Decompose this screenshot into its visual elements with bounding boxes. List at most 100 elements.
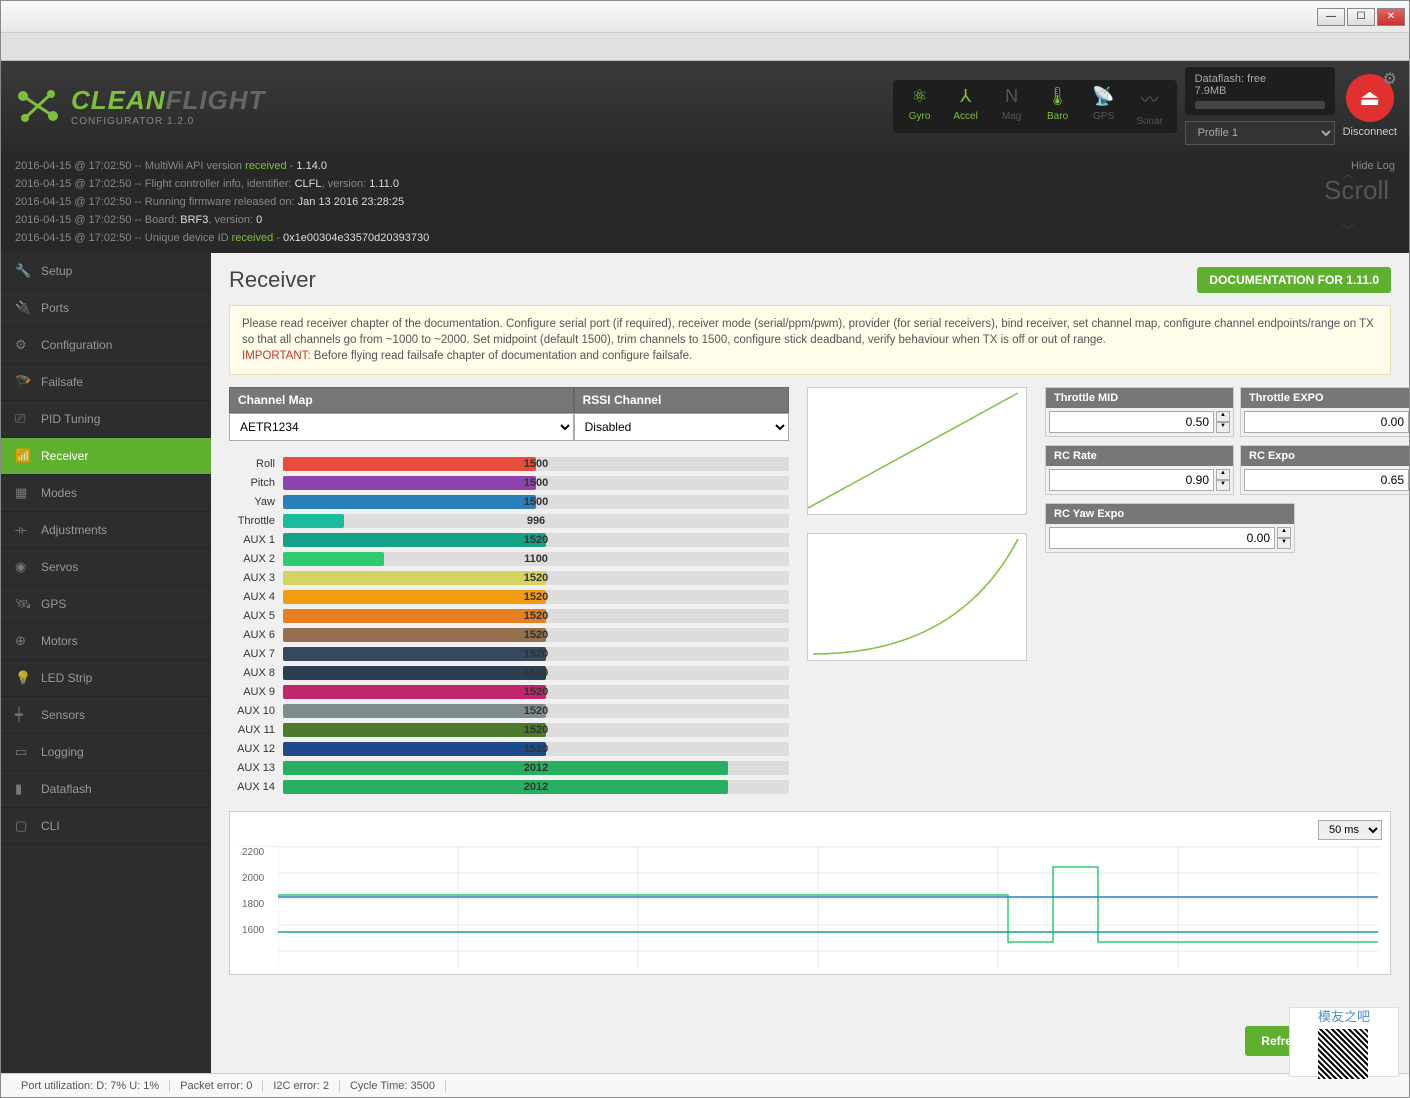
status-i2c-error: I2C error: 2 (263, 1080, 340, 1092)
channel-track: 1520 (283, 742, 789, 756)
channel-bar-aux4: AUX 4 1520 (229, 588, 789, 605)
sidebar-item-cli[interactable]: ▢CLI (1, 808, 211, 845)
chart-timescale-select[interactable]: 50 ms (1318, 820, 1382, 840)
channel-label: AUX 11 (229, 724, 283, 736)
channel-fill (283, 476, 536, 490)
channel-value: 1100 (524, 552, 548, 566)
status-port-util: Port utilization: D: 7% U: 1% (11, 1080, 170, 1092)
channel-fill (283, 571, 546, 585)
channel-fill (283, 609, 546, 623)
channel-fill (283, 514, 344, 528)
sidebar-item-label: LED Strip (41, 671, 92, 685)
servos-icon: ◉ (15, 559, 33, 575)
channel-fill (283, 457, 536, 471)
led-strip-icon: 💡 (15, 670, 33, 686)
sidebar-item-led-strip[interactable]: 💡 LED Strip (1, 660, 211, 697)
maximize-button[interactable]: ☐ (1347, 8, 1375, 26)
channel-value: 1500 (524, 476, 548, 490)
sidebar-item-motors[interactable]: ⊕Motors (1, 623, 211, 660)
hide-log-button[interactable]: Hide Log (1351, 157, 1395, 175)
sidebar-item-ports[interactable]: 🔌Ports (1, 290, 211, 327)
channel-value: 1500 (524, 457, 548, 471)
channel-label: AUX 5 (229, 610, 283, 622)
channel-label: AUX 12 (229, 743, 283, 755)
sidebar-item-adjustments[interactable]: ⟛Adjustments (1, 512, 211, 549)
channel-fill (283, 647, 546, 661)
sidebar-item-configuration[interactable]: ⚙Configuration (1, 327, 211, 364)
chart-ylabel: 2200 (242, 847, 264, 858)
channel-bars: Roll 1500 Pitch 1500 Yaw 1500 Throttle 9… (229, 455, 789, 795)
spinner-down-icon[interactable]: ▼ (1277, 538, 1291, 549)
receiver-icon: 📶 (15, 448, 33, 464)
sensor-status-group: ⚛Gyro⅄AccelNMag🌡Baro📡GPS〰Sonar (893, 80, 1177, 133)
sidebar-item-label: Configuration (41, 338, 112, 352)
throttle-expo-input[interactable] (1244, 411, 1409, 433)
channel-fill (283, 780, 728, 794)
rc-yaw-expo-label: RC Yaw Expo (1046, 504, 1294, 524)
gps-icon: 🛰 (15, 596, 33, 612)
sidebar-item-modes[interactable]: ▦Modes (1, 475, 211, 512)
browser-tabbar (1, 33, 1409, 61)
channel-label: Roll (229, 458, 283, 470)
channel-map-select[interactable]: AETR1234 (229, 413, 574, 441)
channel-label: AUX 4 (229, 591, 283, 603)
channel-value: 1520 (524, 666, 548, 680)
sidebar-item-pid-tuning[interactable]: ⎚PID Tuning (1, 401, 211, 438)
sensor-sonar: 〰Sonar (1127, 86, 1173, 127)
throttle-mid-input[interactable] (1049, 411, 1214, 433)
motors-icon: ⊕ (15, 633, 33, 649)
sidebar-item-label: Adjustments (41, 523, 107, 537)
documentation-button[interactable]: DOCUMENTATION FOR 1.11.0 (1197, 267, 1391, 293)
scroll-down-icon[interactable]: ﹀ (1342, 221, 1354, 239)
channel-value: 1520 (524, 723, 548, 737)
sidebar-item-dataflash[interactable]: ▮Dataflash (1, 771, 211, 808)
sidebar-item-receiver[interactable]: 📶Receiver (1, 438, 211, 475)
sidebar-item-sensors[interactable]: ┿Sensors (1, 697, 211, 734)
sensor-gps: 📡GPS (1081, 86, 1127, 127)
sidebar-item-failsafe[interactable]: 🪂Failsafe (1, 364, 211, 401)
close-button[interactable]: ✕ (1377, 8, 1405, 26)
sidebar-item-servos[interactable]: ◉Servos (1, 549, 211, 586)
log-line: 2016-04-15 @ 17:02:50 -- Flight controll… (15, 175, 1395, 193)
throttle-expo-label: Throttle EXPO (1241, 388, 1409, 408)
sidebar-nav: 🔧Setup🔌Ports⚙Configuration🪂Failsafe⎚PID … (1, 253, 211, 1097)
channel-fill (283, 742, 546, 756)
channel-bar-aux10: AUX 10 1520 (229, 702, 789, 719)
spinner-up-icon[interactable]: ▲ (1277, 527, 1291, 538)
setup-icon: 🔧 (15, 263, 33, 279)
sidebar-item-setup[interactable]: 🔧Setup (1, 253, 211, 290)
rc-expo-input[interactable] (1244, 469, 1409, 491)
rc-rate-input[interactable] (1049, 469, 1214, 491)
minimize-button[interactable]: — (1317, 8, 1345, 26)
channel-label: AUX 8 (229, 667, 283, 679)
channel-track: 1100 (283, 552, 789, 566)
channel-fill (283, 704, 546, 718)
rssi-channel-select[interactable]: Disabled (574, 413, 789, 441)
spinner-up-icon[interactable]: ▲ (1216, 411, 1230, 422)
failsafe-icon: 🪂 (15, 374, 33, 390)
channel-label: AUX 10 (229, 705, 283, 717)
channel-value: 2012 (524, 780, 548, 794)
sensor-gyro: ⚛Gyro (897, 86, 943, 127)
configurator-version: CONFIGURATOR 1.2.0 (71, 116, 265, 127)
channel-track: 1520 (283, 533, 789, 547)
spinner-down-icon[interactable]: ▼ (1216, 480, 1230, 491)
important-text: Before flying read failsafe chapter of d… (311, 350, 693, 362)
gps-icon: 📡 (1081, 86, 1127, 107)
sidebar-item-gps[interactable]: 🛰GPS (1, 586, 211, 623)
sensor-mag: NMag (989, 86, 1035, 127)
rc-yaw-expo-input[interactable] (1049, 527, 1275, 549)
channel-fill (283, 723, 546, 737)
channel-track: 1500 (283, 476, 789, 490)
log-line: 2016-04-15 @ 17:02:50 -- Unique device I… (15, 229, 1395, 247)
profile-select[interactable]: Profile 1 (1185, 121, 1335, 145)
sidebar-item-logging[interactable]: ▭Logging (1, 734, 211, 771)
channel-bar-pitch: Pitch 1500 (229, 474, 789, 491)
channel-track: 1520 (283, 666, 789, 680)
log-line: 2016-04-15 @ 17:02:50 -- Running firmwar… (15, 193, 1395, 211)
channel-value: 996 (527, 514, 545, 528)
window-titlebar: — ☐ ✕ (1, 1, 1409, 33)
spinner-down-icon[interactable]: ▼ (1216, 422, 1230, 433)
spinner-up-icon[interactable]: ▲ (1216, 469, 1230, 480)
settings-gear-icon[interactable]: ⚙ (1383, 69, 1397, 89)
